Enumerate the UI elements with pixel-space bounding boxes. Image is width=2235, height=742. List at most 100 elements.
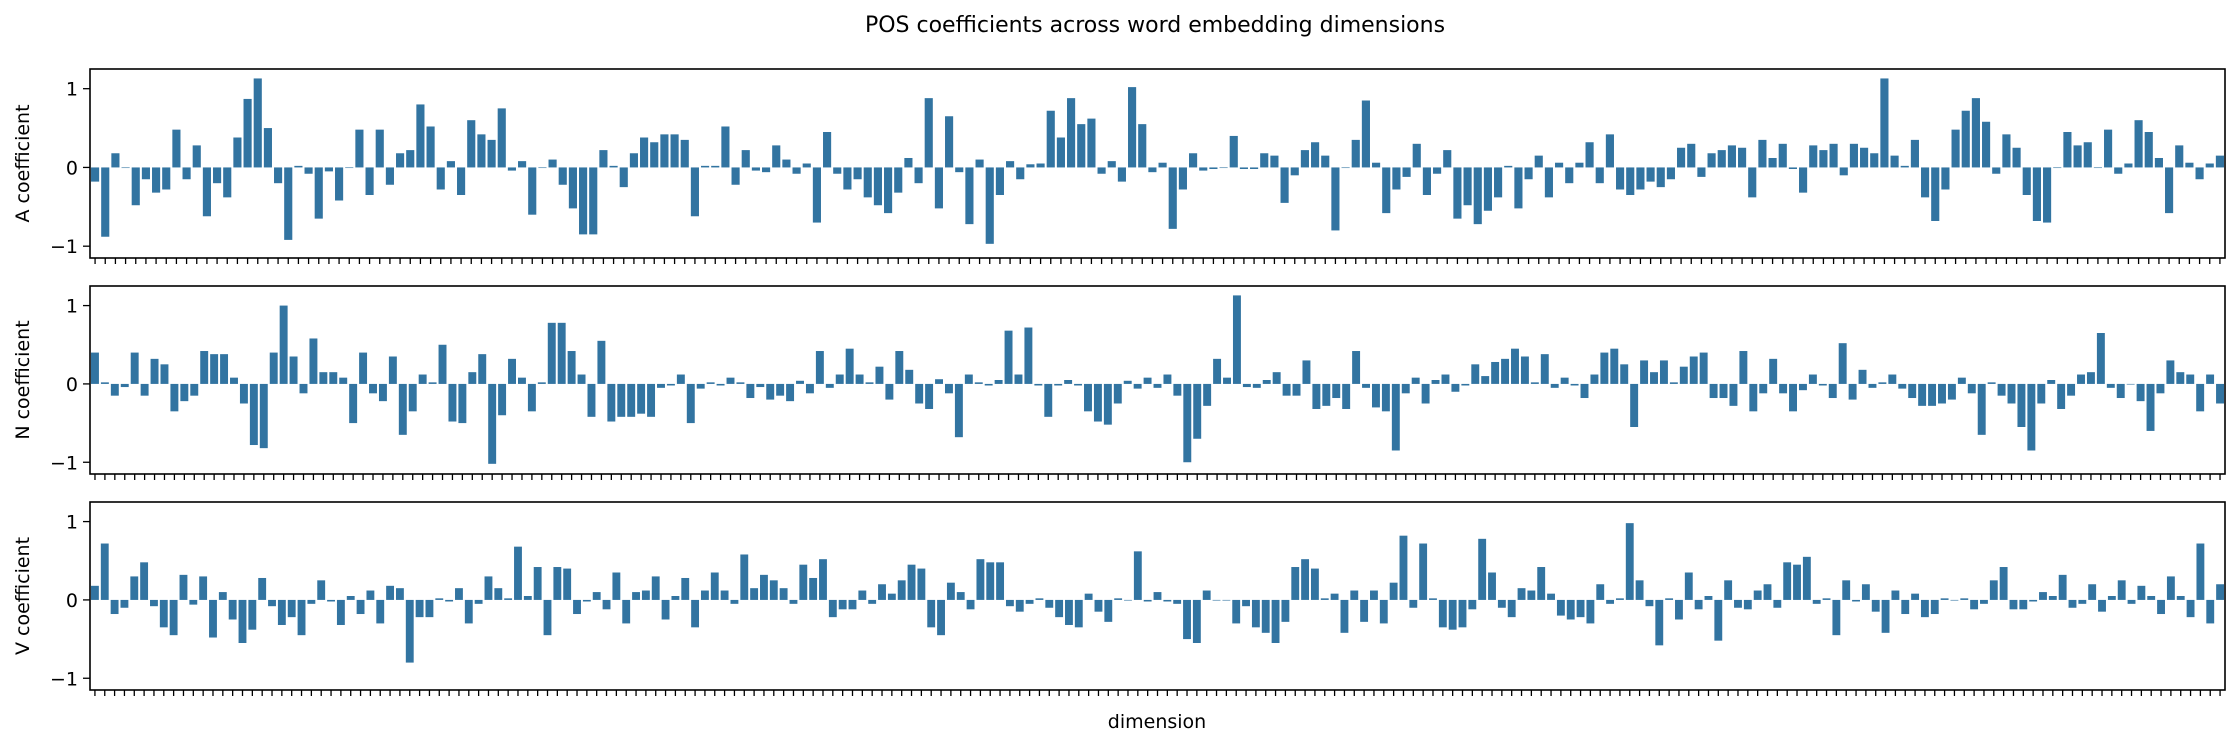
bar-v-18 bbox=[268, 599, 276, 607]
bar-n-94 bbox=[1024, 327, 1033, 384]
bar-v-167 bbox=[1734, 599, 1742, 608]
bar-a-180 bbox=[1921, 167, 1930, 198]
bar-n-24 bbox=[329, 372, 338, 384]
bar-v-135 bbox=[1419, 543, 1428, 600]
bar-v-121 bbox=[1281, 599, 1290, 622]
bar-n-80 bbox=[885, 383, 894, 400]
bar-a-188 bbox=[2002, 134, 2011, 168]
xaxis-ticks-a bbox=[94, 258, 2221, 264]
bar-n-143 bbox=[1511, 348, 1519, 384]
bar-n-147 bbox=[1550, 383, 1559, 388]
bar-n-21 bbox=[299, 383, 308, 394]
bar-a-69 bbox=[792, 167, 801, 174]
bar-v-136 bbox=[1429, 598, 1437, 600]
bar-a-93 bbox=[1036, 163, 1045, 168]
bar-n-28 bbox=[369, 383, 377, 394]
bar-a-159 bbox=[1707, 153, 1716, 168]
bar-n-16 bbox=[249, 383, 258, 446]
bar-v-214 bbox=[2196, 543, 2205, 600]
bar-a-110 bbox=[1209, 167, 1218, 170]
bar-v-87 bbox=[946, 582, 955, 600]
bar-v-86 bbox=[937, 599, 945, 636]
bar-n-92 bbox=[1004, 330, 1013, 384]
bar-a-2 bbox=[111, 153, 120, 168]
bar-v-120 bbox=[1271, 599, 1280, 643]
bar-a-109 bbox=[1199, 167, 1208, 171]
bar-v-175 bbox=[1812, 599, 1821, 604]
bar-a-209 bbox=[2215, 155, 2224, 168]
bar-v-189 bbox=[1950, 599, 1959, 601]
bar-n-103 bbox=[1113, 383, 1122, 404]
bar-a-116 bbox=[1270, 155, 1279, 168]
bar-v-165 bbox=[1714, 599, 1723, 641]
bar-v-2 bbox=[110, 599, 119, 615]
bar-n-85 bbox=[935, 379, 943, 384]
bar-n-207 bbox=[2146, 383, 2155, 431]
bar-n-153 bbox=[1610, 348, 1619, 384]
bar-a-0 bbox=[91, 167, 100, 182]
bar-n-53 bbox=[617, 383, 626, 417]
bar-v-97 bbox=[1045, 599, 1054, 608]
bar-a-108 bbox=[1189, 153, 1198, 168]
bar-v-144 bbox=[1507, 599, 1516, 618]
bar-v-154 bbox=[1606, 599, 1615, 604]
bar-n-181 bbox=[1888, 374, 1897, 384]
bar-n-77 bbox=[855, 374, 864, 384]
bar-n-131 bbox=[1391, 383, 1400, 451]
bar-a-198 bbox=[2104, 129, 2113, 168]
bar-n-3 bbox=[120, 383, 129, 388]
bar-a-58 bbox=[680, 139, 689, 168]
bar-v-82 bbox=[897, 580, 906, 600]
bar-n-81 bbox=[895, 351, 904, 384]
bar-v-126 bbox=[1330, 593, 1339, 600]
bar-v-56 bbox=[641, 590, 650, 600]
bar-v-27 bbox=[356, 599, 365, 615]
bar-n-45 bbox=[537, 382, 546, 384]
bar-v-90 bbox=[976, 559, 985, 600]
bar-v-91 bbox=[986, 562, 995, 600]
bar-n-50 bbox=[587, 383, 596, 417]
bar-n-121 bbox=[1292, 383, 1301, 396]
bar-a-128 bbox=[1392, 167, 1401, 190]
bar-n-111 bbox=[1193, 383, 1202, 439]
bar-v-200 bbox=[2058, 574, 2067, 600]
bar-v-8 bbox=[169, 599, 178, 636]
bar-a-71 bbox=[812, 167, 821, 223]
bar-n-152 bbox=[1600, 352, 1609, 384]
bar-n-79 bbox=[875, 366, 884, 384]
bar-v-213 bbox=[2186, 599, 2195, 618]
bar-v-61 bbox=[691, 599, 700, 628]
bar-v-210 bbox=[2157, 599, 2165, 615]
bar-n-54 bbox=[627, 383, 636, 417]
bar-v-142 bbox=[1488, 572, 1496, 600]
bar-v-116 bbox=[1232, 599, 1241, 624]
bar-n-10 bbox=[190, 383, 199, 396]
bar-n-213 bbox=[2206, 374, 2215, 384]
bar-n-95 bbox=[1034, 383, 1043, 386]
bar-n-202 bbox=[2096, 333, 2105, 384]
bar-a-129 bbox=[1402, 167, 1411, 177]
yaxis-ticks-a: −1 0 1 bbox=[50, 79, 90, 258]
bar-a-149 bbox=[1605, 134, 1614, 168]
bar-a-120 bbox=[1311, 142, 1320, 168]
bar-n-27 bbox=[359, 352, 368, 384]
bar-n-209 bbox=[2166, 360, 2175, 384]
bar-v-32 bbox=[405, 599, 414, 663]
bar-v-168 bbox=[1743, 599, 1752, 610]
bar-n-139 bbox=[1471, 364, 1480, 384]
ytick-label: 0 bbox=[66, 590, 78, 612]
bar-a-201 bbox=[2134, 120, 2143, 168]
bar-v-19 bbox=[277, 599, 286, 625]
bar-v-188 bbox=[1940, 598, 1949, 600]
bar-v-79 bbox=[868, 599, 877, 604]
bar-v-184 bbox=[1901, 599, 1910, 615]
bar-n-7 bbox=[160, 364, 169, 384]
bar-n-206 bbox=[2136, 383, 2145, 402]
bar-a-127 bbox=[1382, 167, 1391, 214]
bar-v-140 bbox=[1468, 599, 1477, 610]
bar-n-168 bbox=[1759, 383, 1768, 394]
bar-n-135 bbox=[1431, 380, 1440, 384]
bar-a-39 bbox=[487, 139, 496, 168]
bar-n-99 bbox=[1074, 383, 1083, 386]
bar-a-189 bbox=[2012, 147, 2021, 168]
